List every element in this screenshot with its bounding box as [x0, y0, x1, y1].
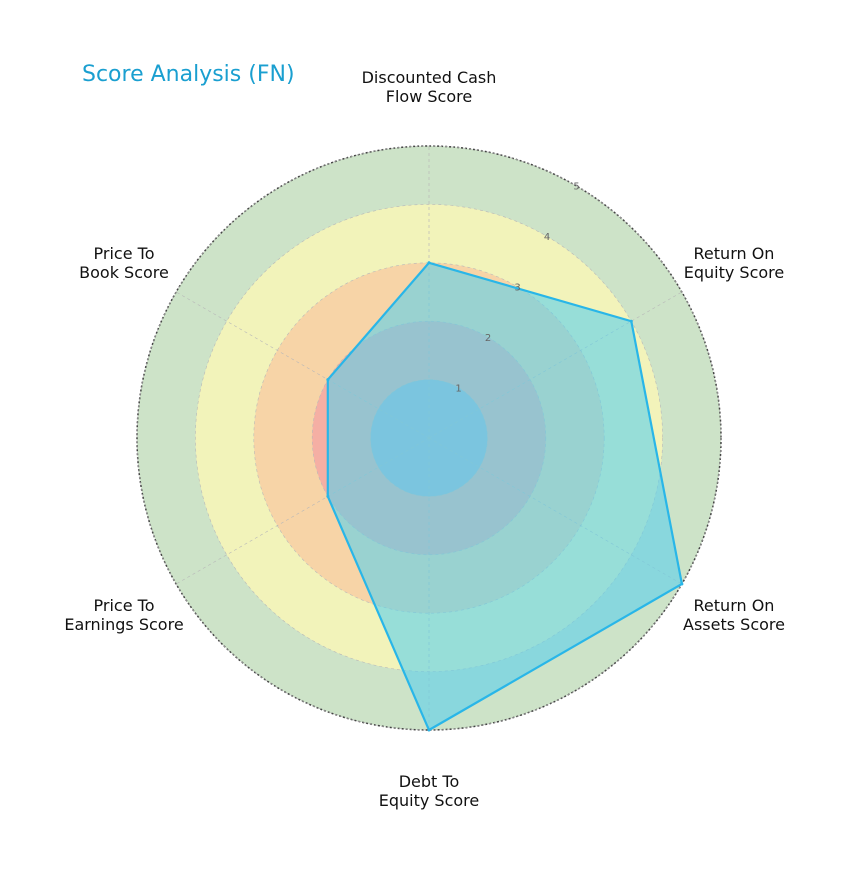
axis-label-4: Debt To Equity Score — [379, 772, 480, 810]
tick-label-4: 4 — [544, 232, 550, 243]
tick-labels: 1 2 3 4 5 — [455, 182, 579, 395]
axis-label-2: Return On Equity Score — [684, 244, 785, 282]
axis-label-line: Flow Score — [386, 87, 472, 106]
tick-label-1: 1 — [455, 384, 461, 395]
series-layer — [326, 261, 684, 732]
axis-label-line: Earnings Score — [64, 615, 183, 634]
axis-label-line: Return On — [694, 244, 775, 263]
axis-label-line: Assets Score — [683, 615, 785, 634]
data-point-6 — [326, 378, 330, 382]
data-point-3 — [680, 582, 684, 586]
tick-label-3: 3 — [514, 283, 520, 294]
chart-title: Score Analysis (FN) — [82, 62, 295, 87]
axis-label-line: Discounted Cash — [362, 68, 497, 87]
data-point-2 — [629, 319, 633, 323]
data-point-1 — [427, 261, 431, 265]
axis-label-6: Price To Book Score — [79, 244, 169, 282]
axis-label-line: Price To — [94, 244, 155, 263]
axis-label-line: Book Score — [79, 263, 169, 282]
tick-label-5: 5 — [573, 182, 579, 193]
axis-label-3: Return On Assets Score — [683, 596, 785, 634]
axis-label-line: Equity Score — [379, 791, 480, 810]
axis-label-1: Discounted Cash Flow Score — [362, 68, 497, 106]
axis-label-line: Equity Score — [684, 263, 785, 282]
axis-label-line: Price To — [94, 596, 155, 615]
axis-label-line: Debt To — [399, 772, 460, 791]
data-point-4 — [427, 728, 431, 732]
tick-label-2: 2 — [485, 333, 491, 344]
data-point-5 — [326, 494, 330, 498]
axis-label-5: Price To Earnings Score — [64, 596, 183, 634]
axis-label-line: Return On — [694, 596, 775, 615]
